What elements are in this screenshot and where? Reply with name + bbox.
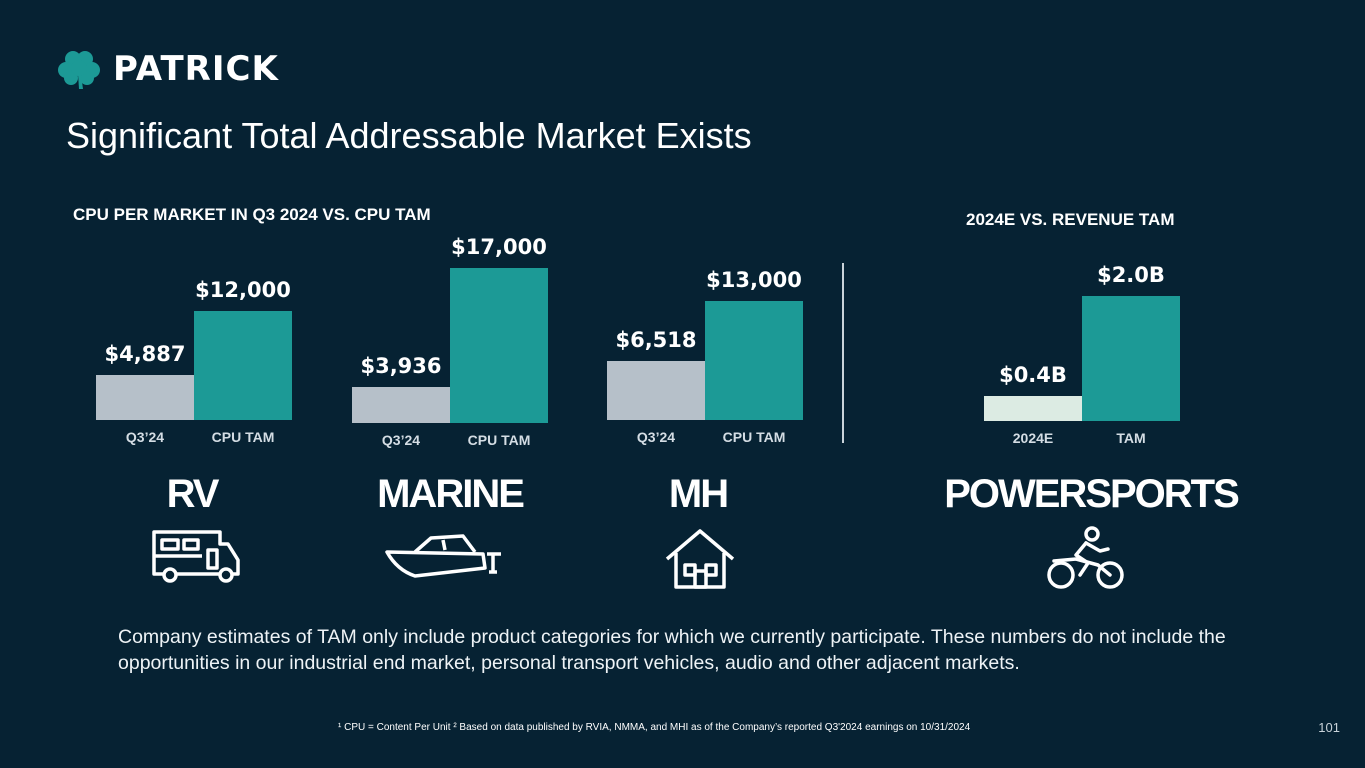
mh-category-label-1: CPU TAM xyxy=(722,429,786,445)
rv-value-label-1: $12,000 xyxy=(195,277,291,302)
rv-value-label-0: $4,887 xyxy=(104,342,186,367)
marine-value-label-1: $17,000 xyxy=(451,235,547,259)
powersports-bar-tam xyxy=(1082,296,1180,421)
brand-logo: PATRICK xyxy=(57,48,279,90)
rv-icon xyxy=(152,530,240,583)
rv-category-label-1: CPU TAM xyxy=(211,429,275,445)
mh-bar-actual xyxy=(607,360,705,420)
mh-bar-tam xyxy=(705,301,803,420)
market-name-marine: MARINE xyxy=(377,472,525,516)
motorcycle-icon xyxy=(1047,526,1124,589)
marine-bar-tam xyxy=(450,268,548,423)
boat-icon xyxy=(385,534,501,578)
market-name-powersports: POWERSPORTS xyxy=(944,472,1240,516)
revenue-section-label: 2024E VS. REVENUE TAM xyxy=(966,210,1175,229)
rv-bar-actual xyxy=(96,375,194,420)
rv-category-label-0: Q3’24 xyxy=(125,429,165,445)
mh-value-label-0: $6,518 xyxy=(615,327,697,352)
marine-category-label-1: CPU TAM xyxy=(467,432,531,448)
house-icon xyxy=(665,529,735,589)
mh-category-label-0: Q3’24 xyxy=(636,429,676,445)
tam-note: Company estimates of TAM only include pr… xyxy=(118,626,1226,674)
powersports-category-label-1: TAM xyxy=(1116,430,1146,446)
page-title: Significant Total Addressable Market Exi… xyxy=(66,115,752,156)
powersports-value-label-0: $0.4B xyxy=(999,363,1067,387)
shamrock-icon xyxy=(58,51,100,89)
marine-value-label-0: $3,936 xyxy=(360,354,442,379)
mh-value-label-1: $13,000 xyxy=(706,268,802,293)
footnote: ¹ CPU = Content Per Unit ² Based on data… xyxy=(338,722,971,733)
rv-bar-tam xyxy=(194,310,292,420)
market-name-mh: MH xyxy=(668,472,729,516)
market-name-rv: RV xyxy=(166,472,220,516)
cpu-section-label: CPU PER MARKET IN Q3 2024 VS. CPU TAM xyxy=(73,205,431,224)
brand-name: PATRICK xyxy=(113,49,279,89)
powersports-category-label-0: 2024E xyxy=(1012,430,1054,446)
marine-bar-actual xyxy=(352,387,450,423)
powersports-bar-actual xyxy=(984,396,1082,421)
marine-category-label-0: Q3’24 xyxy=(381,432,421,448)
divider xyxy=(842,263,844,443)
powersports-value-label-1: $2.0B xyxy=(1097,263,1165,287)
page-number: 101 xyxy=(1318,720,1340,735)
